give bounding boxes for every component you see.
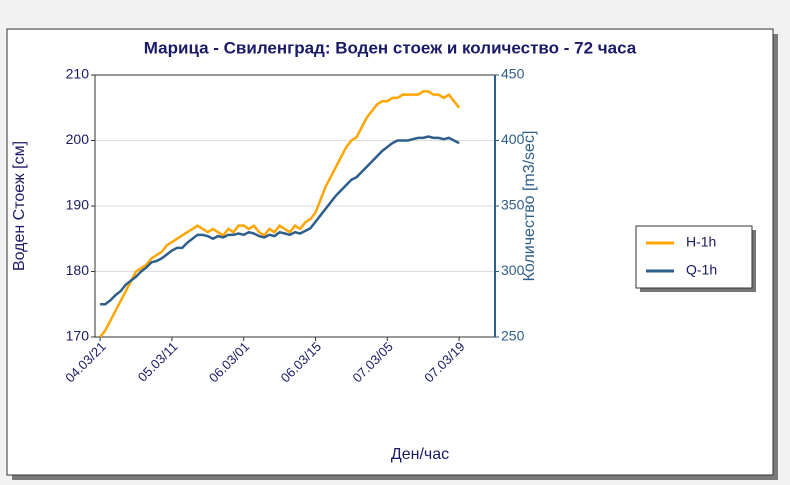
data-line	[100, 135, 460, 306]
y-tick-label: 190	[66, 197, 90, 213]
legend-label: Q-1h	[686, 262, 717, 278]
y-tick-label: 180	[66, 262, 90, 278]
y2-tick-label: 400	[501, 131, 525, 147]
y-tick-label: 200	[66, 131, 90, 147]
legend-label: H-1h	[686, 234, 716, 250]
y2-tick-label: 350	[501, 197, 525, 213]
y-axis-label: Воден Стоеж [см]	[11, 141, 28, 271]
y2-axis-label: Количество [m3/sec]	[521, 131, 538, 282]
y-tick-label: 210	[66, 66, 90, 82]
x-axis-label: Ден/час	[391, 446, 449, 463]
y-tick-label: 170	[66, 328, 90, 344]
y2-tick-label: 300	[501, 262, 525, 278]
legend-box	[635, 225, 753, 289]
chart-title: Марица - Свиленград: Воден стоеж и колич…	[144, 38, 637, 57]
data-line	[99, 90, 461, 338]
y2-tick-label: 450	[501, 66, 525, 82]
y2-tick-label: 250	[501, 328, 525, 344]
